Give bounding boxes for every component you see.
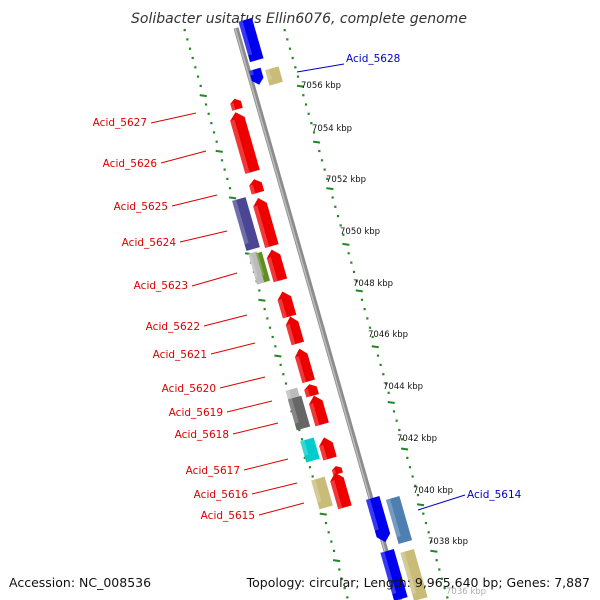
scale-label: 7036 kbp: [446, 587, 486, 597]
gene-label-text[interactable]: Acid_5627: [93, 117, 147, 129]
feature-acid-5623[interactable]: [265, 248, 288, 283]
gene-label-text[interactable]: Acid_5623: [134, 280, 188, 292]
feature-acid-5620[interactable]: [293, 347, 315, 384]
scale-label: 7050 kbp: [340, 227, 380, 237]
feature-acid-5628-arrow[interactable]: [249, 67, 265, 87]
leader-line: [150, 112, 197, 124]
leader-line: [171, 194, 218, 207]
gene-label-text[interactable]: Acid_5614: [467, 489, 522, 501]
map-title: Solibacter usitatus Ellin6076, complete …: [131, 11, 467, 27]
feature-acid-5627[interactable]: [229, 97, 243, 111]
scale-labels: 7056 kbp 7054 kbp 7052 kbp 7050 kbp 7048 kbp…: [301, 81, 486, 597]
feature-track: [228, 17, 428, 600]
leader-line: [203, 314, 248, 327]
gene-label-acid-5615[interactable]: Acid_5615: [201, 502, 305, 522]
leader-line: [179, 230, 228, 243]
leader-line: [219, 376, 266, 389]
outer-tick-ring: [283, 29, 449, 599]
gene-label-text[interactable]: Acid_5620: [162, 383, 216, 395]
leader-line: [226, 400, 273, 413]
feature-acid-5626b[interactable]: [248, 177, 265, 195]
feature-acid-5621[interactable]: [284, 315, 305, 346]
gene-label-text[interactable]: Acid_5626: [103, 158, 158, 170]
scale-label: 7044 kbp: [383, 382, 423, 392]
feature-acid-5616[interactable]: [311, 476, 333, 510]
feature-acid-5617-cyan[interactable]: [300, 437, 320, 463]
feature-acid-5623-green[interactable]: [255, 251, 271, 283]
gene-label-acid-5624[interactable]: Acid_5624: [122, 230, 228, 249]
gene-label-text[interactable]: Acid_5616: [194, 489, 249, 501]
gene-label-text[interactable]: Acid_5621: [153, 349, 207, 361]
feature-acid-5614[interactable]: [365, 495, 392, 544]
scale-label: 7038 kbp: [428, 537, 468, 547]
gene-labels: Acid_5628 Acid_5627 Acid_5626 Acid_5625 Acid…: [93, 53, 522, 522]
leader-line: [417, 494, 466, 511]
feature-acid-5629[interactable]: [238, 17, 264, 63]
leader-line: [251, 482, 298, 495]
feature-acid-5619[interactable]: [287, 395, 311, 431]
leader-line: [232, 422, 279, 435]
gene-label-acid-5621[interactable]: Acid_5621: [153, 342, 256, 361]
scale-label: 7042 kbp: [397, 434, 437, 444]
gene-label-acid-5620[interactable]: Acid_5620: [162, 376, 266, 395]
leader-line: [243, 458, 289, 471]
scale-label: 7056 kbp: [301, 81, 341, 91]
gene-label-acid-5625[interactable]: Acid_5625: [114, 194, 218, 213]
scale-label: 7040 kbp: [413, 486, 453, 496]
leader-line: [296, 63, 345, 73]
gene-label-acid-5616[interactable]: Acid_5616: [194, 482, 298, 501]
feature-acid-5620b[interactable]: [303, 382, 319, 398]
feature-acid-5615[interactable]: [328, 471, 352, 510]
leader-line: [210, 342, 256, 355]
gene-label-acid-5617[interactable]: Acid_5617: [186, 458, 289, 477]
feature-acid-5614b[interactable]: [385, 495, 413, 545]
feature-acid-5617[interactable]: [317, 435, 337, 461]
scale-label: 7048 kbp: [353, 279, 393, 289]
gene-label-text[interactable]: Acid_5618: [175, 429, 229, 441]
gene-label-text[interactable]: Acid_5625: [114, 201, 168, 213]
gene-label-acid-5627[interactable]: Acid_5627: [93, 112, 197, 129]
gene-label-text[interactable]: Acid_5628: [346, 53, 400, 65]
feature-acid-5625[interactable]: [232, 197, 260, 251]
feature-acid-5626[interactable]: [228, 110, 260, 174]
feature-acid-5613b[interactable]: [400, 549, 428, 600]
gene-label-text[interactable]: Acid_5622: [146, 321, 200, 333]
scale-label: 7046 kbp: [368, 330, 408, 340]
gene-label-acid-5626[interactable]: Acid_5626: [103, 150, 207, 170]
gene-label-acid-5628[interactable]: Acid_5628: [296, 53, 400, 73]
scale-label: 7052 kbp: [326, 175, 366, 185]
topology-label: Topology: circular; Length: 9,965,640 bp…: [246, 575, 590, 590]
feature-acid-5628[interactable]: [265, 66, 283, 86]
gene-label-acid-5623[interactable]: Acid_5623: [134, 272, 238, 292]
gene-label-acid-5618[interactable]: Acid_5618: [175, 422, 279, 441]
accession-label: Accession: NC_008536: [9, 575, 151, 590]
feature-acid-5616-small[interactable]: [331, 465, 343, 476]
leader-line: [191, 272, 238, 287]
gene-label-text[interactable]: Acid_5619: [169, 407, 223, 419]
gene-label-acid-5614[interactable]: Acid_5614: [417, 489, 522, 511]
feature-acid-5622[interactable]: [276, 290, 297, 319]
leader-line: [258, 502, 305, 516]
gene-label-text[interactable]: Acid_5617: [186, 465, 240, 477]
feature-acid-5623-gray[interactable]: [248, 251, 266, 285]
feature-acid-5624[interactable]: [251, 196, 279, 248]
scale-label: 7054 kbp: [312, 124, 352, 134]
leader-line: [160, 150, 207, 164]
gene-label-text[interactable]: Acid_5624: [122, 237, 177, 249]
feature-acid-5613[interactable]: [380, 549, 408, 600]
gene-label-text[interactable]: Acid_5615: [201, 510, 255, 522]
gene-label-acid-5619[interactable]: Acid_5619: [169, 400, 273, 419]
feature-acid-5618[interactable]: [307, 394, 329, 427]
gene-label-acid-5622[interactable]: Acid_5622: [146, 314, 248, 333]
